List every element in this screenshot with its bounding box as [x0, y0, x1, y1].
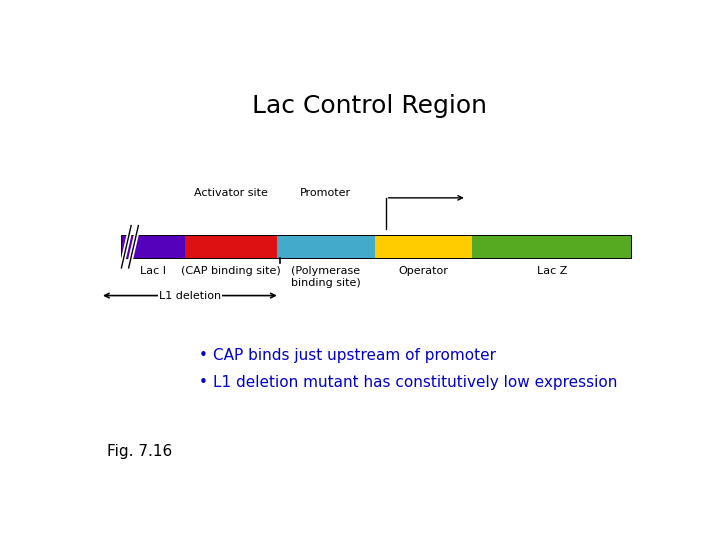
Text: L1 deletion mutant has constitutively low expression: L1 deletion mutant has constitutively lo… [213, 375, 617, 390]
Text: CAP binds just upstream of promoter: CAP binds just upstream of promoter [213, 348, 496, 363]
Bar [185, 235, 277, 258]
Text: Lac Z: Lac Z [536, 266, 567, 276]
Text: L1 deletion: L1 deletion [159, 291, 221, 301]
Bar [121, 235, 631, 258]
Bar [277, 235, 374, 258]
Text: Promoter: Promoter [300, 188, 351, 198]
Text: •: • [198, 348, 207, 363]
Text: Lac Control Region: Lac Control Region [251, 94, 487, 118]
Text: (CAP binding site): (CAP binding site) [181, 266, 281, 276]
Text: •: • [198, 375, 207, 390]
Bar [121, 235, 185, 258]
Text: Fig. 7.16: Fig. 7.16 [107, 444, 172, 459]
Text: (Polymerase
binding site): (Polymerase binding site) [291, 266, 361, 288]
Text: Operator: Operator [398, 266, 449, 276]
Bar [472, 235, 631, 258]
Text: Activator site: Activator site [194, 188, 268, 198]
Text: Lac I: Lac I [140, 266, 166, 276]
Bar [374, 235, 472, 258]
